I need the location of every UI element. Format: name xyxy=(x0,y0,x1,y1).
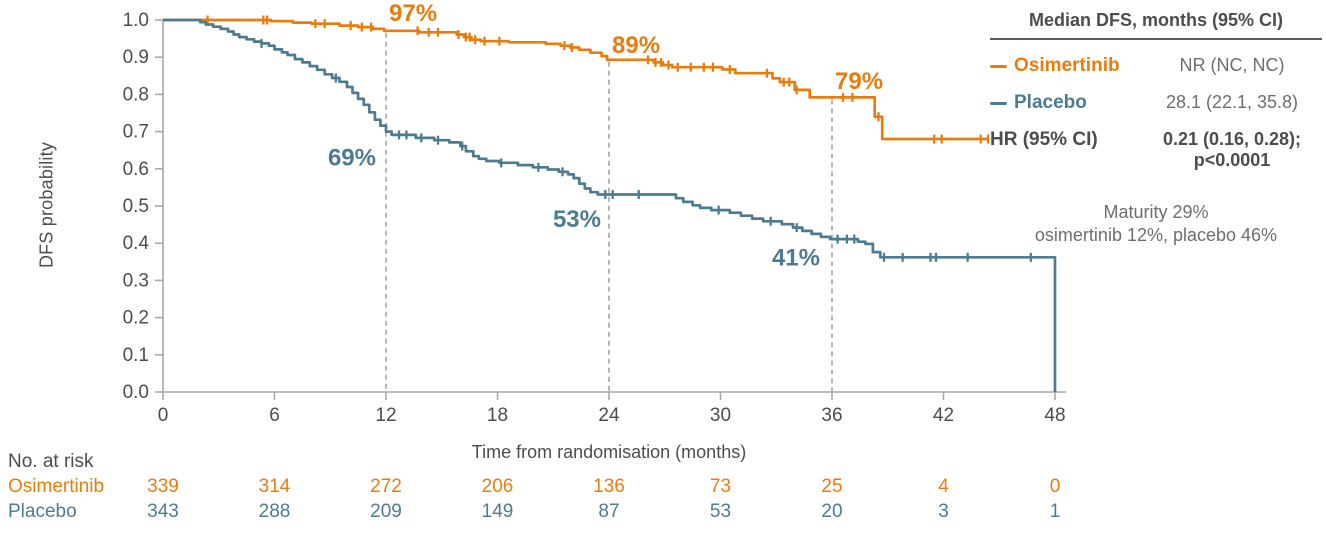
risk-count-osimertinib-42: 4 xyxy=(938,476,949,497)
placebo-line-swatch xyxy=(990,101,1007,105)
hr-value: 0.21 (0.16, 0.28); p<0.0001 xyxy=(1142,129,1322,171)
placebo-landmark-label-12: 69% xyxy=(328,144,376,171)
placebo-landmark-label-24: 53% xyxy=(553,206,601,233)
osimertinib-legend-label: Osimertinib xyxy=(1014,55,1120,76)
maturity-line2: osimertinib 12%, placebo 46% xyxy=(1034,225,1278,246)
osimertinib-landmark-label-36: 79% xyxy=(835,68,883,95)
risk-count-placebo-12: 209 xyxy=(370,501,402,522)
legend-row-hr: HR (95% CI) 0.21 (0.16, 0.28); p<0.0001 xyxy=(990,129,1322,171)
risk-count-osimertinib-18: 206 xyxy=(481,476,514,497)
risk-count-placebo-18: 149 xyxy=(481,501,514,522)
risk-count-osimertinib-48: 0 xyxy=(1049,476,1061,497)
risk-count-osimertinib-6: 314 xyxy=(258,476,291,497)
km-plot-svg: 0 6 12 18 24 30 36 42 48 0.0 0.1 0.2 0.3 0.4 0.5 0.6 0.7… xyxy=(123,0,1066,426)
y-tick-label: 0.3 xyxy=(123,270,149,291)
maturity-line1: Maturity 29% xyxy=(1103,202,1209,222)
hr-label: HR (95% CI) xyxy=(990,129,1098,150)
risk-count-placebo-0: 343 xyxy=(147,501,179,522)
x-tick-label: 0 xyxy=(158,405,169,426)
osimertinib-median-value: NR (NC, NC) xyxy=(1179,55,1285,75)
placebo-landmark-label-36: 41% xyxy=(772,244,820,271)
osimertinib-landmark-label-24: 89% xyxy=(612,32,660,59)
placebo-curve xyxy=(163,18,1057,392)
x-tick-label: 18 xyxy=(487,405,508,426)
osimertinib-landmark-label-12: 97% xyxy=(389,0,437,27)
y-tick-label: 0.0 xyxy=(123,382,149,403)
y-tick-label: 0.4 xyxy=(123,233,150,254)
legend-panel: Median DFS, months (95% CI) Osimertinib … xyxy=(990,10,1322,247)
risk-count-osimertinib-0: 339 xyxy=(147,476,179,497)
y-axis-title: DFS probability xyxy=(36,141,57,269)
risk-count-placebo-42: 3 xyxy=(938,501,949,522)
risk-count-osimertinib-24: 136 xyxy=(593,476,625,497)
placebo-median-value: 28.1 (22.1, 35.8) xyxy=(1165,92,1299,112)
risk-count-placebo-24: 87 xyxy=(598,501,620,522)
risk-count-osimertinib-36: 25 xyxy=(821,476,843,497)
y-tick-label: 1.0 xyxy=(123,10,149,31)
risk-count-osimertinib-12: 272 xyxy=(370,476,402,497)
risk-row-label-placebo: Placebo xyxy=(8,501,77,522)
x-tick-label: 6 xyxy=(269,405,280,426)
x-tick-label: 12 xyxy=(375,405,396,426)
x-tick-label: 48 xyxy=(1044,405,1065,426)
y-tick-label: 0.6 xyxy=(123,159,149,180)
x-tick-label: 36 xyxy=(821,405,842,426)
y-tick-label: 0.7 xyxy=(123,122,149,143)
osimertinib-curve xyxy=(163,18,989,141)
y-tick-label: 0.8 xyxy=(123,84,149,105)
y-tick-label: 0.5 xyxy=(123,196,149,217)
risk-count-placebo-30: 53 xyxy=(709,501,732,522)
risk-count-placebo-6: 288 xyxy=(258,501,291,522)
risk-count-placebo-36: 20 xyxy=(821,501,843,522)
maturity-note: Maturity 29% osimertinib 12%, placebo 46… xyxy=(990,201,1322,247)
number-at-risk-table: No. at risk Osimertinib Placebo 339 314 27… xyxy=(0,449,1326,535)
x-tick-label: 24 xyxy=(598,405,620,426)
placebo-legend-label: Placebo xyxy=(1014,92,1087,113)
y-tick-label: 0.2 xyxy=(123,308,149,329)
legend-row-placebo: Placebo 28.1 (22.1, 35.8) xyxy=(990,92,1322,114)
y-tick-label: 0.9 xyxy=(123,47,149,68)
x-axis-title: Time from randomisation (months) xyxy=(471,442,747,462)
x-tick-label: 42 xyxy=(933,405,954,426)
risk-count-placebo-48: 1 xyxy=(1049,501,1061,522)
legend-row-osimertinib: Osimertinib NR (NC, NC) xyxy=(990,55,1322,77)
hr-pvalue: p<0.0001 xyxy=(1193,150,1271,170)
risk-row-label-osimertinib: Osimertinib xyxy=(8,476,105,497)
osimertinib-line-swatch xyxy=(990,64,1007,68)
legend-header: Median DFS, months (95% CI) xyxy=(990,10,1322,40)
y-tick-label: 0.1 xyxy=(123,345,149,366)
risk-count-osimertinib-30: 73 xyxy=(709,476,732,497)
x-tick-label: 30 xyxy=(710,405,731,426)
risk-table-title: No. at risk xyxy=(8,451,94,472)
